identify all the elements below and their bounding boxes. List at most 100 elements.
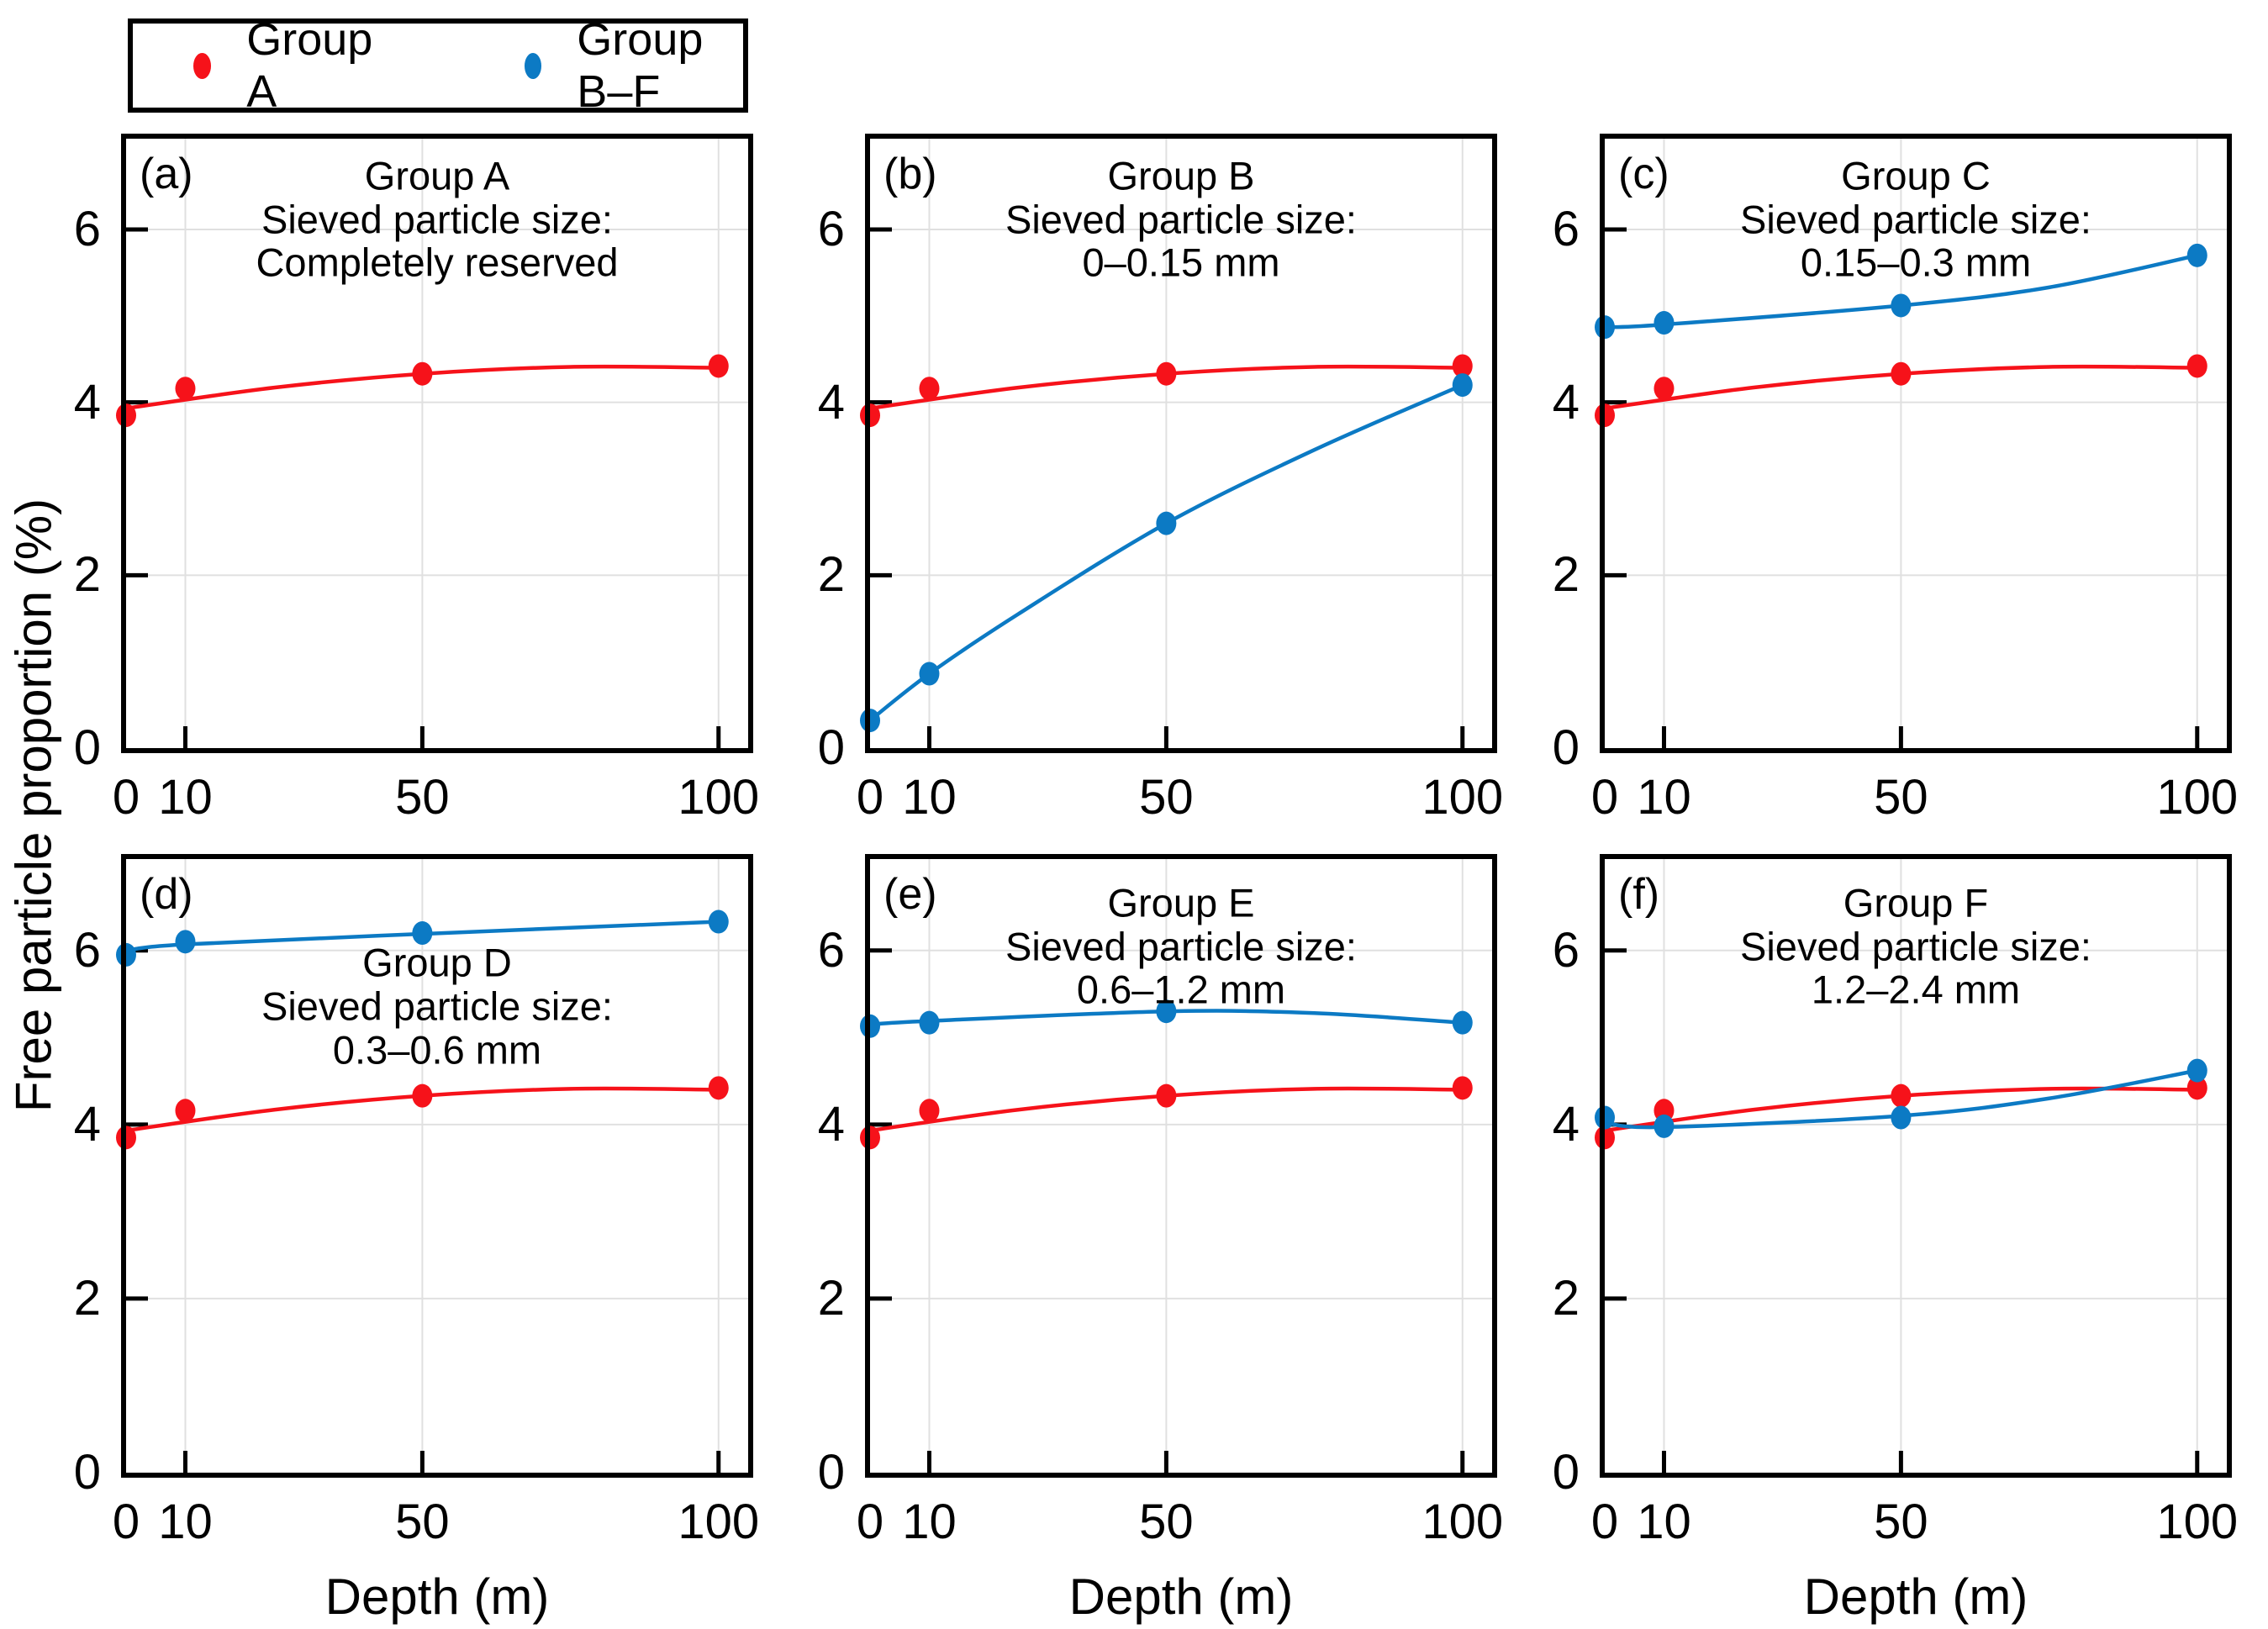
legend-item-group-a: Group A bbox=[193, 13, 377, 118]
group-f-marker bbox=[1654, 1114, 1675, 1138]
x-tick-label-10: 10 bbox=[158, 1495, 213, 1549]
group-a-marker bbox=[412, 1083, 433, 1108]
x-axis-label-d: Depth (m) bbox=[324, 1568, 550, 1625]
panel-label-b: (b) bbox=[883, 150, 937, 198]
x-tick-label-0: 0 bbox=[112, 770, 140, 825]
panel-a-title-line-2: Sieved particle size: bbox=[261, 197, 613, 242]
panel-label-a: (a) bbox=[140, 150, 193, 198]
y-tick-label-4: 4 bbox=[817, 1096, 845, 1152]
panel-f-title-line-3: 1.2–2.4 mm bbox=[1811, 967, 2021, 1012]
y-tick-label-2: 2 bbox=[1552, 547, 1580, 603]
group-b-marker bbox=[1156, 511, 1177, 535]
x-tick-label-0: 0 bbox=[1590, 770, 1619, 825]
plot-border-e bbox=[865, 854, 1497, 1478]
y-tick-label-4: 4 bbox=[73, 374, 101, 430]
group-a-marker bbox=[1891, 1083, 1912, 1108]
plot-border-d bbox=[121, 854, 753, 1478]
x-tick-label-0: 0 bbox=[112, 1495, 140, 1549]
group-c-marker bbox=[1654, 311, 1675, 335]
x-tick-label-10: 10 bbox=[1637, 770, 1691, 825]
y-tick-label-0: 0 bbox=[1552, 1445, 1580, 1500]
panel-f-title-line-2: Sieved particle size: bbox=[1740, 924, 2091, 969]
plot-border-f bbox=[1600, 854, 2232, 1478]
group-a-marker bbox=[1156, 361, 1177, 386]
panel-e-title-line-2: Sieved particle size: bbox=[1005, 924, 1357, 969]
panel-b bbox=[860, 134, 1497, 753]
group-a-marker bbox=[1891, 361, 1912, 386]
x-tick-label-10: 10 bbox=[902, 770, 957, 825]
panel-label-d: (d) bbox=[140, 870, 193, 919]
y-tick-label-2: 2 bbox=[73, 547, 101, 603]
x-tick-label-50: 50 bbox=[395, 770, 450, 825]
x-tick-label-100: 100 bbox=[1421, 770, 1504, 825]
panel-d-title-line-1: Group D bbox=[362, 940, 512, 985]
group-f-marker bbox=[1891, 1105, 1912, 1130]
x-tick-label-100: 100 bbox=[2156, 770, 2239, 825]
x-tick-label-50: 50 bbox=[1139, 1495, 1194, 1549]
group-d-marker bbox=[708, 909, 729, 934]
panel-e-title-line-1: Group E bbox=[1107, 880, 1255, 925]
y-tick-label-0: 0 bbox=[73, 720, 101, 775]
group-c-marker bbox=[1891, 293, 1912, 318]
legend-label-group-bf: Group B–F bbox=[577, 14, 704, 117]
y-tick-label-6: 6 bbox=[817, 922, 845, 978]
panel-d-title-line-2: Sieved particle size: bbox=[261, 983, 613, 1029]
group-a-marker bbox=[175, 1099, 196, 1123]
x-tick-label-10: 10 bbox=[158, 770, 213, 825]
y-tick-label-2: 2 bbox=[73, 1270, 101, 1326]
group-a-marker bbox=[1452, 354, 1473, 378]
panel-e bbox=[860, 854, 1497, 1478]
group-d-marker bbox=[412, 921, 433, 946]
y-tick-label-6: 6 bbox=[73, 201, 101, 256]
y-tick-label-2: 2 bbox=[1552, 1270, 1580, 1326]
y-tick-label-0: 0 bbox=[817, 720, 845, 775]
group-e-marker bbox=[919, 1010, 940, 1035]
group-e-marker bbox=[1452, 1010, 1473, 1035]
x-tick-label-0: 0 bbox=[856, 770, 884, 825]
y-tick-label-4: 4 bbox=[817, 374, 845, 430]
x-tick-label-10: 10 bbox=[902, 1495, 957, 1549]
group-d-marker bbox=[175, 930, 196, 954]
x-tick-label-50: 50 bbox=[1874, 1495, 1928, 1549]
y-tick-label-4: 4 bbox=[73, 1096, 101, 1152]
panel-b-title-line-1: Group B bbox=[1107, 153, 1255, 198]
y-tick-label-0: 0 bbox=[817, 1445, 845, 1500]
legend-item-group-bf: Group B–F bbox=[525, 13, 743, 118]
group-a-marker bbox=[919, 377, 940, 401]
legend: Group A Group B–F bbox=[128, 14, 748, 117]
plot-border-a bbox=[121, 134, 753, 753]
x-tick-label-100: 100 bbox=[2156, 1495, 2239, 1549]
panel-e-title-line-3: 0.6–1.2 mm bbox=[1076, 967, 1286, 1012]
group-a-marker bbox=[919, 1099, 940, 1123]
group-b-marker bbox=[1452, 373, 1473, 398]
group-b-marker bbox=[919, 662, 940, 686]
panel-f-title-line-1: Group F bbox=[1843, 880, 1989, 925]
plot-border-b bbox=[865, 134, 1497, 753]
group-bf-marker-icon bbox=[525, 52, 542, 79]
x-tick-label-50: 50 bbox=[1874, 770, 1928, 825]
group-f-marker bbox=[2186, 1058, 2207, 1083]
panel-label-e: (e) bbox=[883, 870, 937, 919]
panel-d bbox=[116, 854, 753, 1478]
panel-label-c: (c) bbox=[1618, 150, 1669, 198]
panel-a-title-line-3: Completely reserved bbox=[256, 240, 619, 285]
group-a-marker bbox=[2186, 1076, 2207, 1100]
group-d-curve bbox=[125, 920, 719, 952]
x-tick-label-10: 10 bbox=[1637, 1495, 1691, 1549]
x-tick-label-0: 0 bbox=[1590, 1495, 1619, 1549]
group-a-marker bbox=[412, 361, 433, 386]
y-tick-label-2: 2 bbox=[817, 1270, 845, 1326]
group-a-marker bbox=[1654, 377, 1675, 401]
group-a-marker bbox=[708, 1076, 729, 1100]
group-a-marker-icon bbox=[193, 52, 212, 79]
panel-d-title-line-3: 0.3–0.6 mm bbox=[332, 1027, 542, 1073]
group-a-marker bbox=[2186, 354, 2207, 378]
x-tick-label-100: 100 bbox=[1421, 1495, 1504, 1549]
panel-c-title-line-1: Group C bbox=[1841, 153, 1991, 198]
y-tick-label-4: 4 bbox=[1552, 374, 1580, 430]
panel-b-title-line-2: Sieved particle size: bbox=[1005, 197, 1357, 242]
group-a-marker bbox=[1156, 1083, 1177, 1108]
y-tick-label-6: 6 bbox=[1552, 922, 1580, 978]
y-tick-label-0: 0 bbox=[1552, 720, 1580, 775]
